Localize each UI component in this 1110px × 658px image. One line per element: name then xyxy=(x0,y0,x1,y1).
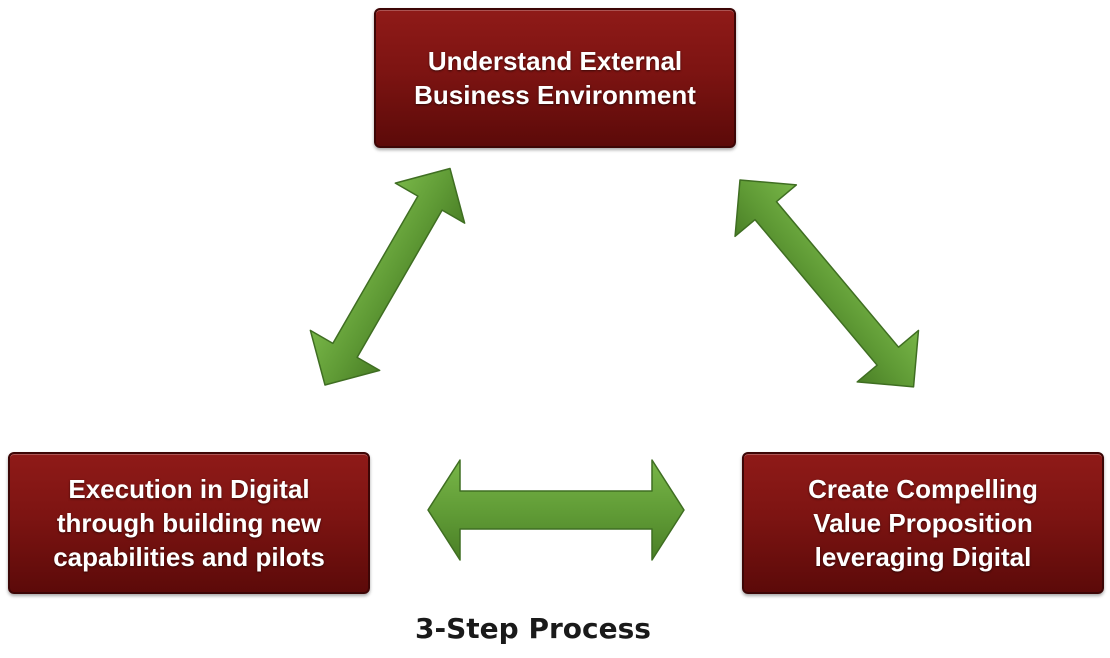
step-box-value-proposition: Create Compelling Value Proposition leve… xyxy=(742,452,1104,594)
step-label-right: Create Compelling Value Proposition leve… xyxy=(808,474,1038,572)
step-box-understand-environment: Understand External Business Environment xyxy=(374,8,736,148)
step-box-execution: Execution in Digital through building ne… xyxy=(8,452,370,594)
double-arrow-left-right xyxy=(427,459,685,561)
diagram-caption: 3-Step Process xyxy=(415,612,651,645)
step-label-left: Execution in Digital through building ne… xyxy=(53,474,325,572)
double-arrow-top-right xyxy=(734,179,920,388)
step-label-top: Understand External Business Environment xyxy=(414,46,696,110)
double-arrow-left-top xyxy=(309,167,466,386)
